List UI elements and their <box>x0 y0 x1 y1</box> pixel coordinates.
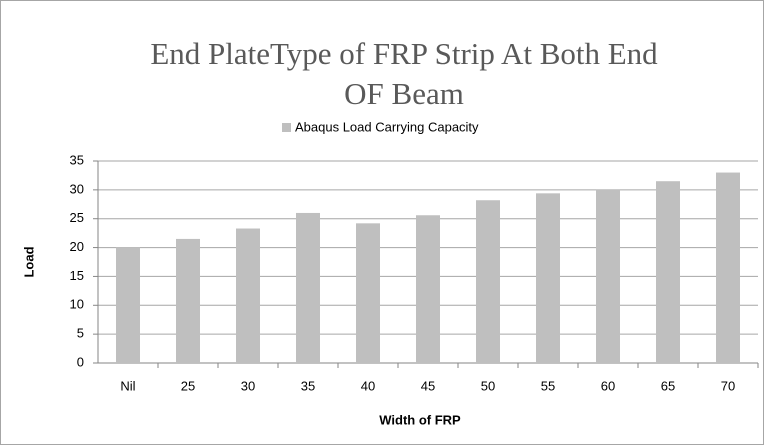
y-tick-label: 35 <box>70 152 84 167</box>
bar <box>116 247 140 363</box>
x-tick-label: Nil <box>120 378 135 393</box>
y-tick-label: 15 <box>70 268 84 283</box>
x-tick-label: 25 <box>181 378 195 393</box>
x-tick-label: 60 <box>601 378 615 393</box>
x-axis-title: Width of FRP <box>379 412 461 427</box>
x-tick-label: 50 <box>481 378 495 393</box>
legend-swatch <box>282 123 291 132</box>
y-tick-label: 20 <box>70 239 84 254</box>
bar <box>596 189 620 363</box>
bar <box>476 200 500 363</box>
x-tick-label: 70 <box>721 378 735 393</box>
x-tick-label: 45 <box>421 378 435 393</box>
chart-title: OF Beam <box>344 76 464 111</box>
bar <box>236 228 260 363</box>
y-tick-label: 30 <box>70 181 84 196</box>
x-tick-label: 40 <box>361 378 375 393</box>
y-axis-title: Load <box>21 246 36 277</box>
bar <box>296 212 320 363</box>
bar <box>536 193 560 363</box>
legend-label: Abaqus Load Carrying Capacity <box>295 119 479 134</box>
chart-title: End PlateType of FRP Strip At Both End <box>150 36 658 71</box>
x-tick-label: 65 <box>661 378 675 393</box>
x-tick-label: 30 <box>241 378 255 393</box>
bar <box>716 172 740 363</box>
y-tick-label: 10 <box>70 297 84 312</box>
y-tick-label: 25 <box>70 210 84 225</box>
y-tick-label: 5 <box>77 326 84 341</box>
bar <box>656 181 680 363</box>
x-tick-label: 35 <box>301 378 315 393</box>
bar <box>356 223 380 363</box>
bar <box>176 238 200 363</box>
bar <box>416 215 440 363</box>
y-tick-label: 0 <box>77 354 84 369</box>
x-tick-label: 55 <box>541 378 555 393</box>
